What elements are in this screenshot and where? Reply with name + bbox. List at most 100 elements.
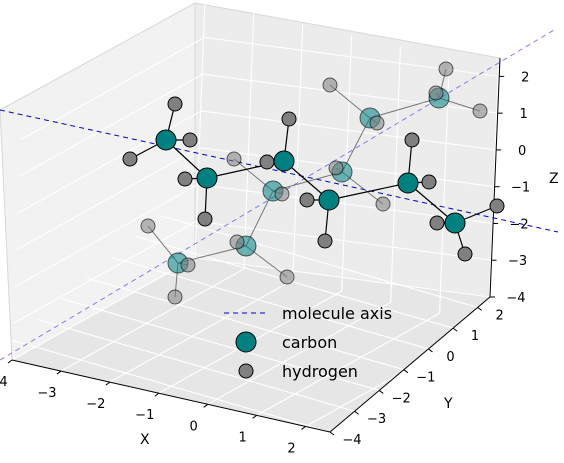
z-tick-label: 1 [520,107,528,122]
hydrogen-atom [457,246,473,262]
grid-z-right [194,257,491,298]
hydrogen-atom [489,198,505,214]
grid-y-floor [135,235,454,329]
bond [369,97,440,119]
atoms-front [122,96,505,262]
grid-x-floor [109,279,294,383]
x-tick-label: 2 [287,441,295,456]
tick-marks [7,75,505,436]
x-tick-label: −4 [0,375,8,390]
y-axis-label: Y [443,396,453,412]
z-tick-label: −2 [509,217,528,232]
z-axis-line [489,57,501,298]
carbon-atom [444,212,466,234]
y-tick [428,348,433,353]
grid-z-right [196,220,492,261]
hydrogen-atom [197,211,213,227]
hydrogen-atom [182,132,198,148]
legend-label-axis: molecule axis [282,304,392,323]
x-tick-label: 1 [238,430,246,445]
x-tick [301,426,306,430]
z-axis-label: Z [549,171,559,187]
hydrogen-atom [122,151,138,167]
grid-z-left [19,73,203,177]
grid-z-right [202,73,498,114]
carbon-atom [155,129,177,151]
y-tick-label: −3 [367,412,386,427]
hydrogen-atom [167,96,183,112]
hydrogen-atom [428,85,444,101]
hydrogen-atom [322,77,338,93]
hydrogen-atom [274,186,290,202]
legend-swatch-carbon [235,331,257,353]
hydrogen-atom [140,218,156,234]
legend-label-carbon: carbon [282,333,337,352]
carbon-atom [273,150,295,172]
x-tick [154,392,160,397]
axis-edges [11,57,501,433]
grid-x-floor [207,301,391,405]
y-tick-label: −1 [416,371,435,386]
x-tick [7,359,13,364]
y-tick [378,390,384,394]
y-tick-label: −2 [392,391,411,406]
x-tick-label: −1 [135,408,154,423]
hydrogen-atom [180,257,196,273]
legend: molecule axis carbon hydrogen [224,304,392,381]
hydrogen-atom [281,111,297,127]
grid-z-right [201,110,497,151]
carbon-atom [318,189,340,211]
y-axis-line [329,296,491,433]
hydrogen-atom [299,192,315,208]
x-tick-label: −2 [86,397,105,412]
z-tick-label: −1 [511,181,530,196]
hydrogen-atom [404,132,420,148]
hydrogen-atom [438,61,454,77]
grid-z-left [20,36,205,140]
z-tick-label: 2 [521,70,529,85]
hydrogen-atom [328,160,344,176]
y-tick-label: 2 [496,308,504,323]
grid-x-wall [292,24,304,281]
grid-y-floor [61,298,380,391]
x-axis-label: X [140,432,150,448]
legend-label-hydrogen: hydrogen [282,362,358,381]
hydrogen-atom [429,215,445,231]
grid-y-floor [86,277,404,371]
y-tick-label: −4 [342,433,361,448]
y-tick-label: 1 [471,329,479,344]
x-tick [105,381,111,386]
x-tick-label: 0 [190,419,198,434]
hydrogen-atom [317,233,333,249]
grid-z-left [17,110,202,214]
grid-y-floor [37,319,355,412]
grid-z-left [14,183,199,287]
carbon-atom [196,167,218,189]
hydrogen-atom [472,103,488,119]
x-tick [56,370,62,375]
x-tick-label: −3 [37,386,56,401]
hydrogen-atom [226,151,242,167]
grid-y-floor [111,256,429,350]
grid-lines [11,2,500,433]
grid-z-right [198,183,494,225]
hydrogen-atom [167,289,183,305]
y-tick [403,369,409,374]
hydrogen-atom [369,115,385,131]
carbon-atom [397,172,419,194]
hydrogen-atom [375,196,391,212]
grid-x-floor [60,268,245,372]
hydrogen-atom [279,269,295,285]
hydrogen-atom [259,154,275,170]
hydrogen-atom [177,171,193,187]
y-tick-label: 0 [446,350,454,365]
grid-x-wall [390,46,402,303]
x-tick [252,414,257,419]
grid-x-wall [243,13,255,270]
grid-x-floor [256,312,440,416]
grid-z-left [16,147,200,251]
grid-z-left [11,257,196,361]
grid-y-floor [160,215,478,308]
